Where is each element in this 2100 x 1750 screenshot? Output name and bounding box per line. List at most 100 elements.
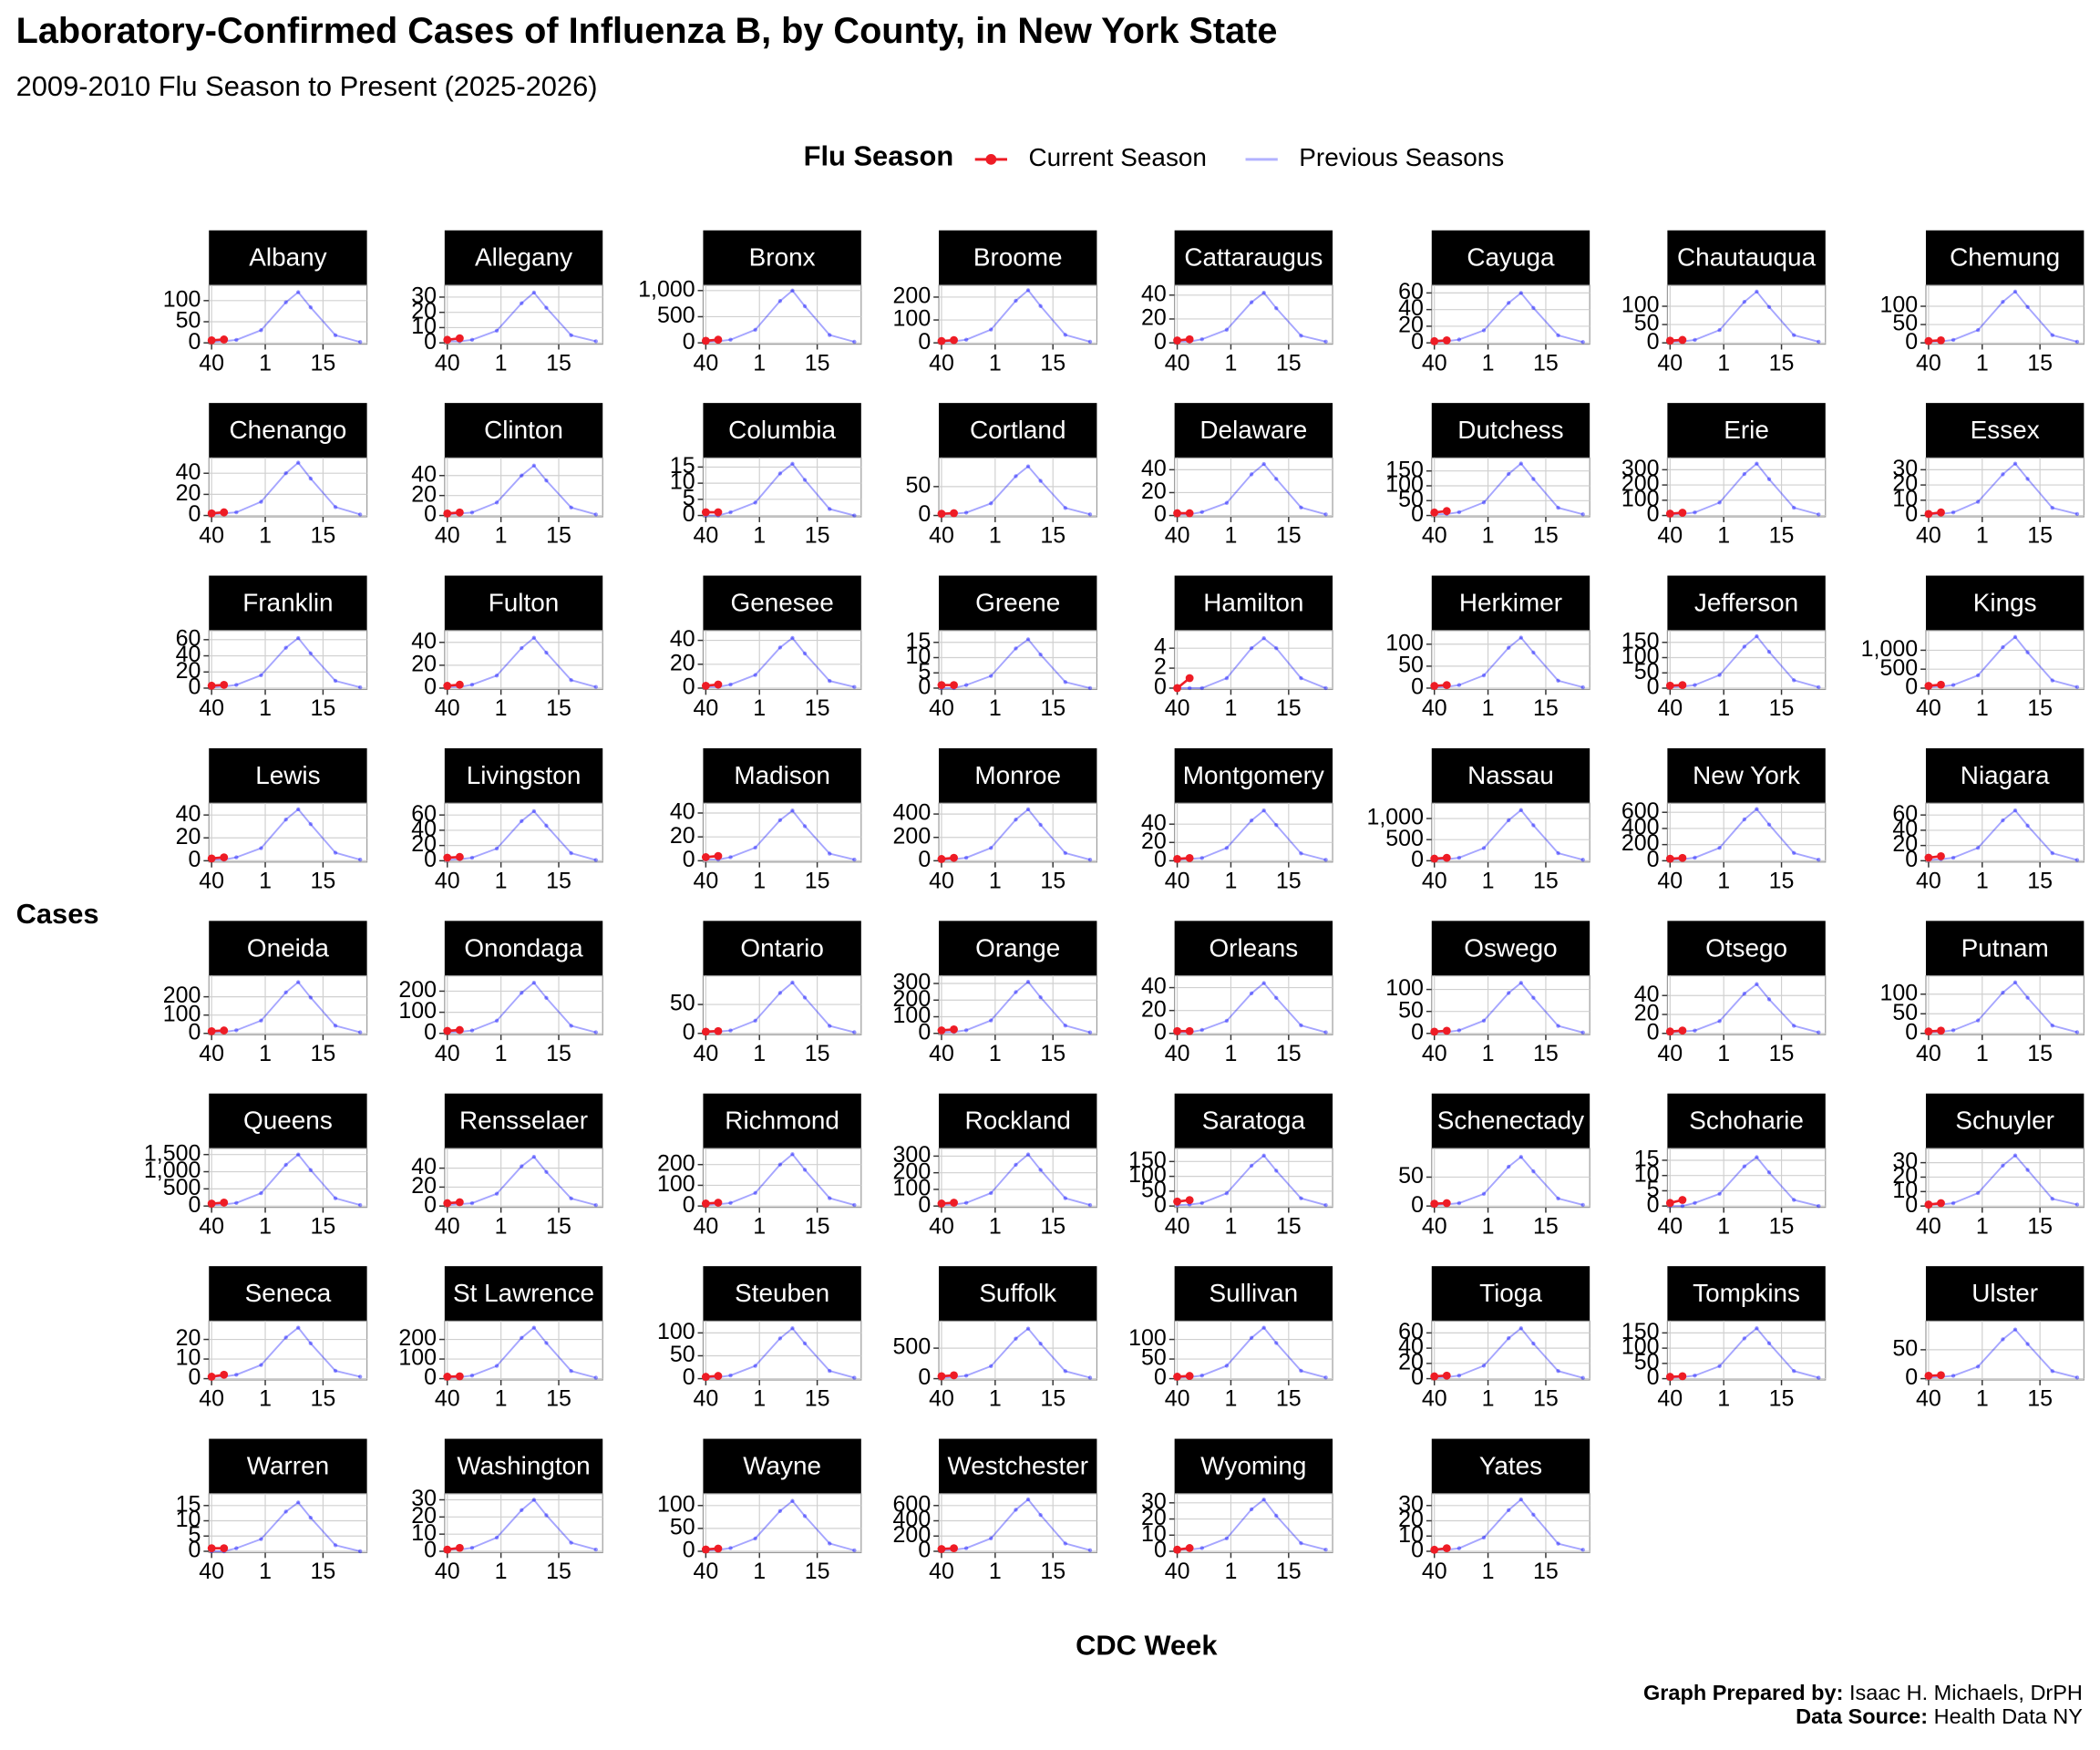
previous-point	[1187, 685, 1192, 691]
previous-point	[308, 1341, 314, 1346]
strip	[1174, 575, 1333, 631]
previous-point	[469, 1200, 475, 1206]
y-tick-label: 15	[670, 453, 695, 479]
previous-point	[1199, 1200, 1204, 1206]
previous-point	[1063, 1541, 1068, 1546]
y-tick-label: 10	[176, 1345, 201, 1371]
previous-point	[1457, 683, 1462, 687]
previous-point	[1038, 304, 1043, 308]
panel-title: Fulton	[489, 589, 560, 617]
current-point	[1924, 1372, 1933, 1380]
previous-seasons-line	[211, 808, 361, 861]
strip	[1174, 1093, 1333, 1148]
panel-title: Allegany	[475, 243, 572, 272]
previous-seasons-line	[1670, 1156, 1819, 1208]
previous-point	[728, 855, 733, 860]
x-tick-label: 40	[1916, 1213, 1941, 1239]
previous-seasons-line	[211, 461, 361, 516]
current-point	[1442, 1544, 1451, 1553]
previous-point	[1481, 1191, 1487, 1197]
previous-point	[753, 500, 757, 505]
y-tick-label: 0	[1905, 501, 1918, 527]
x-tick-label: 1	[1976, 523, 1989, 549]
previous-point	[1791, 1024, 1796, 1028]
x-tick-label: 1	[753, 1386, 766, 1412]
y-tick-label: 200	[1621, 471, 1660, 497]
credit-label: Data Source:	[1796, 1704, 1928, 1728]
current-point	[220, 681, 229, 689]
previous-seasons-line	[447, 636, 597, 688]
y-tick-label: 0	[683, 1019, 695, 1045]
panel-title: Seneca	[245, 1279, 332, 1307]
panel-title: Nassau	[1467, 761, 1554, 789]
x-tick-label: 1	[495, 695, 508, 721]
panel-title: Suffolk	[979, 1279, 1056, 1307]
previous-point	[1556, 333, 1560, 338]
y-tick-label: 0	[424, 1192, 437, 1218]
x-tick-label: 40	[199, 1559, 224, 1584]
x-tick-label: 1	[495, 523, 508, 549]
previous-point	[1274, 305, 1279, 311]
strip	[939, 1438, 1097, 1494]
x-tick-label: 1	[753, 868, 766, 893]
previous-seasons-line	[1928, 635, 2078, 688]
previous-point	[1693, 1028, 1697, 1033]
y-tick-label: 0	[1647, 674, 1660, 700]
y-tick-label: 0	[424, 1019, 437, 1045]
previous-point	[2025, 995, 2030, 1000]
y-tick-label: 1,000	[1861, 636, 1918, 662]
plot-area	[1925, 1148, 2085, 1209]
y-tick-label: 20	[1141, 996, 1167, 1022]
y-tick-label: 60	[1398, 279, 1424, 304]
previous-point	[1323, 1030, 1328, 1035]
current-point	[950, 681, 958, 690]
x-tick-label: 1	[259, 695, 272, 721]
y-tick-label: 40	[1141, 281, 1167, 306]
current-point	[1924, 510, 1933, 519]
x-tick-label: 1	[495, 1213, 508, 1239]
x-tick-label: 40	[435, 350, 460, 376]
previous-point	[2001, 644, 2005, 650]
previous-point	[1014, 990, 1018, 994]
previous-point	[989, 501, 993, 506]
x-tick-label: 1	[495, 350, 508, 376]
y-tick-label: 100	[163, 1001, 201, 1026]
strip	[444, 921, 603, 976]
previous-point	[2025, 304, 2030, 310]
previous-seasons-line	[1928, 808, 2078, 861]
previous-seasons-line	[705, 289, 855, 343]
current-point	[1173, 854, 1181, 863]
previous-point	[259, 499, 263, 504]
strip	[703, 921, 861, 976]
y-tick-label: 20	[1892, 1163, 1918, 1189]
current-point	[1173, 509, 1181, 518]
plot-area	[208, 1148, 368, 1209]
x-tick-label: 15	[1533, 695, 1559, 721]
previous-point	[296, 1500, 301, 1505]
previous-seasons-line	[211, 981, 361, 1034]
y-tick-label: 30	[1398, 1491, 1424, 1517]
x-tick-label: 15	[1533, 868, 1559, 893]
current-point	[1185, 335, 1194, 344]
panel-title: Dutchess	[1457, 416, 1563, 444]
previous-point	[234, 1028, 239, 1033]
current-point	[455, 1372, 464, 1381]
previous-point	[2025, 1342, 2030, 1346]
previous-point	[728, 682, 733, 687]
x-tick-label: 1	[1225, 1559, 1238, 1584]
panel-title: Yates	[1479, 1452, 1542, 1480]
panel-title: Genesee	[730, 589, 833, 617]
x-tick-label: 1	[1225, 1386, 1238, 1412]
strip	[444, 1438, 603, 1494]
previous-point	[790, 808, 795, 813]
previous-point	[494, 1535, 499, 1540]
previous-point	[802, 651, 808, 656]
y-tick-label: 20	[176, 480, 201, 506]
previous-point	[1976, 845, 1981, 850]
panel-title: Bronx	[749, 243, 816, 272]
previous-point	[469, 683, 475, 687]
plot-area	[1174, 1320, 1333, 1381]
previous-point	[1323, 1548, 1328, 1552]
y-tick-label: 40	[411, 1154, 437, 1179]
panel-title: Greene	[975, 589, 1060, 617]
